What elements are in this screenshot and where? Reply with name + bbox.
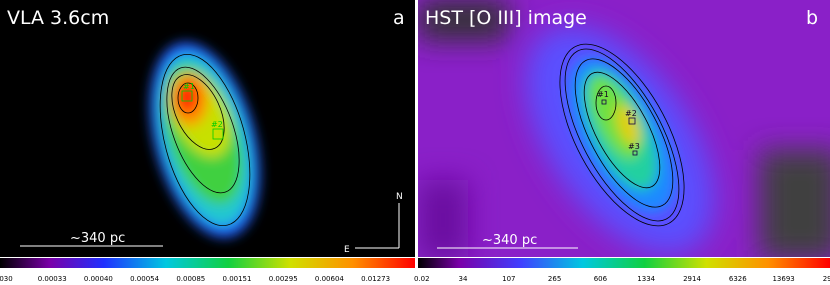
panel-a-image xyxy=(0,0,415,257)
marker-label: #1 xyxy=(597,90,609,99)
colorbar-label: 265 xyxy=(548,275,561,283)
marker-label: #3 xyxy=(628,142,640,151)
colorbar xyxy=(0,258,415,268)
scale-label: ~340 pc xyxy=(482,233,537,248)
scale-label: ~340 pc xyxy=(70,231,125,246)
panel-title: HST [O III] image xyxy=(425,7,587,29)
marker-label: #2 xyxy=(211,120,223,129)
colorbar-label: 0.00151 xyxy=(223,275,252,283)
colorbar-label: 030 xyxy=(0,275,13,283)
marker-label: #2 xyxy=(625,109,637,118)
colorbar-label: 0.01273 xyxy=(361,275,390,283)
colorbar-label: 1334 xyxy=(637,275,655,283)
colorbar-label: 2914 xyxy=(683,275,701,283)
colorbar-label: 0.00054 xyxy=(130,275,159,283)
colorbar-label: 34 xyxy=(459,275,468,283)
colorbar-label: 0.00033 xyxy=(38,275,67,283)
panel-title: VLA 3.6cm xyxy=(7,7,109,29)
colorbar-labels: 030 0.00033 0.00040 0.00054 0.00085 0.00151 0.… xyxy=(0,275,830,283)
colorbar-label: 13693 xyxy=(772,275,794,283)
colorbar-label: 0.00040 xyxy=(84,275,113,283)
marker-label: #1 xyxy=(183,82,195,91)
panel-letter: a xyxy=(393,7,405,29)
panel-b-image xyxy=(418,0,830,257)
colorbar-label: 0.00604 xyxy=(315,275,344,283)
colorbar-label: 6326 xyxy=(729,275,747,283)
colorbar-label: 294 xyxy=(823,275,830,283)
colorbar-label: 107 xyxy=(502,275,515,283)
colorbar xyxy=(418,258,830,268)
compass-label: N xyxy=(396,192,403,202)
colorbar-label: 0.00295 xyxy=(269,275,298,283)
compass-label: E xyxy=(344,245,350,255)
colorbar-label: 0.00085 xyxy=(176,275,205,283)
colorbar-label: 0.02 xyxy=(414,275,430,283)
panel-letter: b xyxy=(806,7,818,29)
colorbar-label: 606 xyxy=(594,275,608,283)
